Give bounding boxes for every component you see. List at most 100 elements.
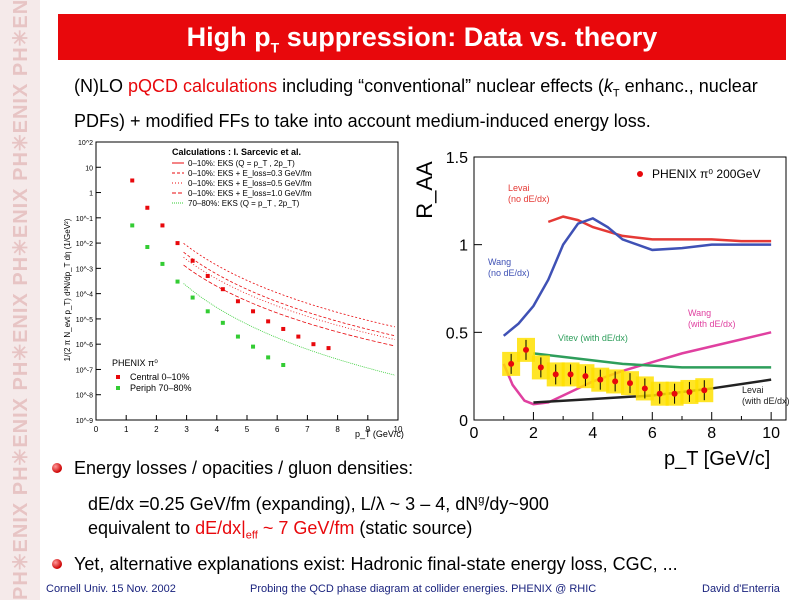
spectra-point-periph xyxy=(130,223,135,228)
raa-point xyxy=(597,376,604,383)
raa-ytick-label: 0 xyxy=(459,413,468,430)
spectra-point-central xyxy=(326,346,331,351)
spectra-data-title: PHENIX π⁰ xyxy=(112,358,158,368)
spectra-ytick-label: 10 xyxy=(85,165,93,172)
spectra-point-periph xyxy=(251,344,256,349)
raa-xtick-label: 10 xyxy=(762,425,780,442)
title-sub: T xyxy=(270,39,280,56)
raa-point xyxy=(567,371,574,378)
raa-curve xyxy=(533,352,772,369)
sub-text: /dy~900 xyxy=(484,494,549,514)
raa-point xyxy=(582,373,589,380)
spectra-legend-marker xyxy=(116,386,120,390)
raa-point xyxy=(508,360,515,367)
footer-left: Cornell Univ. 15 Nov. 2002 xyxy=(46,583,176,595)
sub-sub: eff xyxy=(245,529,258,542)
title-bar: High pT suppression: Data vs. theory xyxy=(58,14,786,60)
spectra-ytick-label: 1 xyxy=(89,191,93,198)
spectra-point-periph xyxy=(175,279,180,284)
sub-text: equivalent to xyxy=(88,518,196,538)
bullet-item: Yet, alternative explanations exist: Had… xyxy=(52,552,792,576)
raa-point xyxy=(671,390,678,397)
spectra-xtick-label: 0 xyxy=(94,425,99,434)
spectra-legend-entry: 0–10%: EKS + E_loss=0.5 GeV/fm xyxy=(188,179,312,188)
spectra-point-periph xyxy=(205,309,210,314)
spectra-ytick-label: 10^-6 xyxy=(76,342,93,349)
sub-text: dE/dx =0.25 GeV/fm (expanding), L/λ ~ 3 … xyxy=(88,494,479,514)
raa-legend: PHENIX π⁰ 200GeV xyxy=(652,167,760,181)
raa-xtick-label: 6 xyxy=(648,425,657,442)
raa-xtick-label: 8 xyxy=(707,425,716,442)
spectra-point-periph xyxy=(160,261,165,266)
raa-ylabel: R_AA xyxy=(412,161,437,219)
intro-red: pQCD calculations xyxy=(128,76,278,96)
raa-legend-marker xyxy=(637,171,643,177)
raa-xtick-label: 0 xyxy=(470,425,479,442)
spectra-xlabel: p_T (GeV/c) xyxy=(355,429,404,439)
raa-curve xyxy=(502,216,772,337)
spectra-ytick-label: 10^-2 xyxy=(76,241,93,248)
raa-point xyxy=(641,385,648,392)
intro-italic: k xyxy=(603,76,613,96)
sidebar-watermark: PH✳ENIX PH✳ENIX PH✳ENIX PH✳ENIX PH✳ENIX … xyxy=(0,0,40,600)
spectra-point-central xyxy=(266,319,271,324)
raa-label-wang-with: (with dE/dx) xyxy=(688,319,736,329)
spectra-legend-entry: 0–10%: EKS + E_loss=0.3 GeV/fm xyxy=(188,169,312,178)
intro-part: including “conventional” nuclear effects… xyxy=(277,76,604,96)
intro-sub: T xyxy=(612,87,620,100)
spectra-xtick-label: 3 xyxy=(184,425,189,434)
spectra-legend-entry: 0–10%: EKS + E_loss=1.0 GeV/fm xyxy=(188,189,312,198)
raa-xtick-label: 4 xyxy=(588,425,597,442)
raa-label-levai-no: (no dE/dx) xyxy=(508,194,550,204)
raa-point xyxy=(701,387,708,394)
spectra-ytick-label: 10^2 xyxy=(78,140,93,147)
raa-ytick-label: 0.5 xyxy=(446,325,468,342)
spectra-point-central xyxy=(281,326,286,331)
title-rest: suppression: Data vs. theory xyxy=(279,22,658,52)
bullet-text: Yet, alternative explanations exist: Had… xyxy=(74,553,678,574)
sub-sup: g xyxy=(478,494,485,506)
spectra-xtick-label: 1 xyxy=(124,425,129,434)
sub-line: dE/dx =0.25 GeV/fm (expanding), L/λ ~ 3 … xyxy=(88,488,792,516)
spectra-chart: 1/(2 π N_evt p_T) d²N/dp_T dη (1/GeV²) 0… xyxy=(63,140,404,439)
spectra-ytick-label: 10^-7 xyxy=(76,367,93,374)
spectra-legend-entry: 70–80%: EKS (Q = p_T , 2p_T) xyxy=(188,199,300,208)
spectra-legend-series: Central 0–10% xyxy=(130,372,190,382)
raa-label-wang-no: (no dE/dx) xyxy=(488,268,530,278)
spectra-curve-periph xyxy=(183,283,396,376)
raa-xtick-label: 2 xyxy=(529,425,538,442)
raa-point xyxy=(523,346,529,353)
raa-label-vitev: Vitev (with dE/dx) xyxy=(558,333,628,343)
spectra-xtick-label: 10 xyxy=(394,425,403,434)
spectra-point-periph xyxy=(235,334,240,339)
spectra-xtick-label: 5 xyxy=(245,425,250,434)
spectra-curve-eloss-05 xyxy=(183,257,396,340)
raa-point xyxy=(537,364,544,371)
spectra-point-central xyxy=(175,241,180,246)
spectra-point-periph xyxy=(281,363,286,368)
raa-label-levai-with: (with dE/dx) xyxy=(742,396,790,406)
spectra-ytick-label: 10^-9 xyxy=(76,418,93,425)
spectra-xtick-label: 6 xyxy=(275,425,280,434)
spectra-point-periph xyxy=(220,320,225,325)
bullet-item: Energy losses / opacities / gluon densit… xyxy=(52,456,792,480)
sub-red: dE/dx| xyxy=(195,518,246,538)
spectra-legend-series: Periph 70–80% xyxy=(130,383,192,393)
spectra-point-central xyxy=(145,205,150,210)
slide-title: High pT suppression: Data vs. theory xyxy=(58,22,786,55)
spectra-point-central xyxy=(220,287,225,292)
sub-line: equivalent to dE/dx|eff ~ 7 GeV/fm (stat… xyxy=(88,516,792,548)
raa-label-wang-no: Wang xyxy=(488,257,511,267)
spectra-ylabel: 1/(2 π N_evt p_T) d²N/dp_T dη (1/GeV²) xyxy=(63,218,72,361)
raa-xlabel: p_T [GeV/c] xyxy=(664,448,770,470)
spectra-point-central xyxy=(205,273,210,278)
raa-frame xyxy=(473,156,787,421)
spectra-point-central xyxy=(190,258,195,263)
bullet-icon xyxy=(52,463,62,473)
intro-part: (N)LO xyxy=(74,76,128,96)
spectra-curve-eks xyxy=(183,243,396,328)
raa-point xyxy=(627,380,633,387)
spectra-point-central xyxy=(235,299,240,304)
spectra-ytick-label: 10^-8 xyxy=(76,393,93,400)
spectra-point-periph xyxy=(266,355,271,360)
